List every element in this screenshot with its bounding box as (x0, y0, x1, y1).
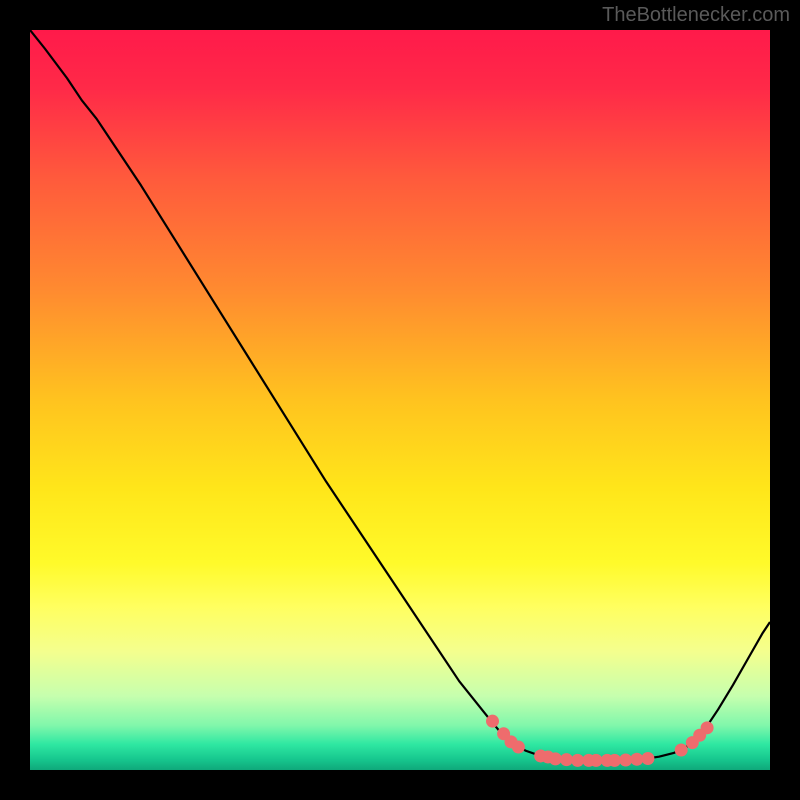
chart-plot-area (30, 30, 770, 770)
chart-marker (608, 754, 621, 767)
chart-marker (701, 721, 714, 734)
chart-marker (571, 754, 584, 767)
chart-marker (512, 741, 525, 754)
chart-marker (675, 744, 688, 757)
chart-marker (630, 753, 643, 766)
chart-background (30, 30, 770, 770)
chart-marker (560, 753, 573, 766)
chart-marker (590, 754, 603, 767)
chart-marker (619, 754, 632, 767)
watermark-text: TheBottlenecker.com (602, 4, 790, 27)
chart-svg (30, 30, 770, 770)
chart-marker (549, 752, 562, 765)
chart-marker (641, 752, 654, 765)
chart-marker (486, 715, 499, 728)
